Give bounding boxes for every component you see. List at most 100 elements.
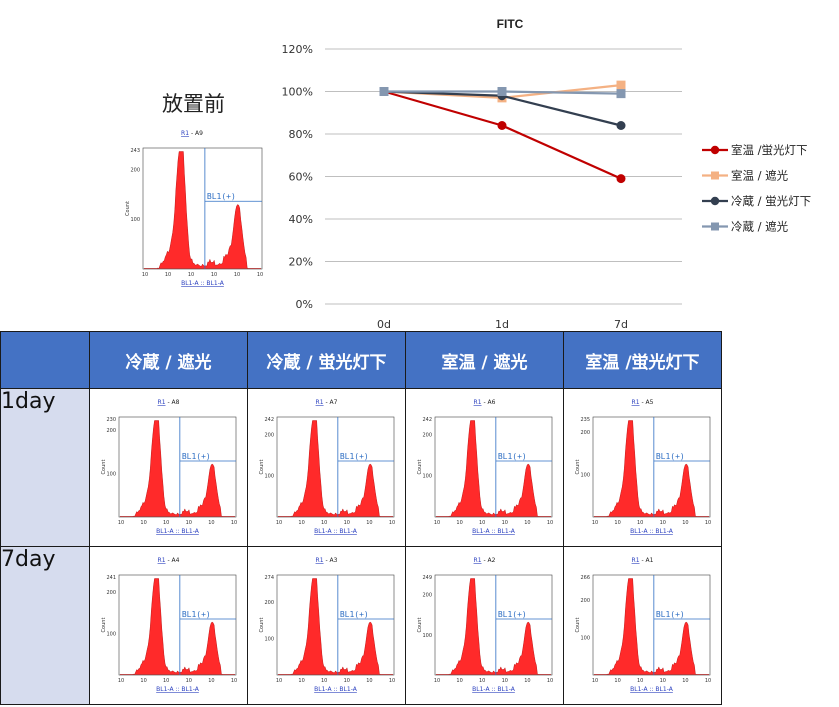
gate-reference: R1: [316, 557, 324, 564]
x-tick-label: 10: [165, 272, 171, 278]
plot-frame: [276, 574, 395, 676]
gate-reference: R1: [158, 557, 166, 564]
histogram-cell: R1 - A1 266 200 100 Count 10 10 10 10 10 10 BL1-A :…: [563, 546, 722, 705]
before-storage-title: 放置前: [162, 92, 225, 116]
gate-label: BL1(+): [182, 610, 211, 619]
histogram-background: [91, 391, 246, 543]
gate-label: BL1(+): [182, 452, 211, 461]
x-tick-label: 0d: [377, 318, 391, 331]
x-tick-label: 10: [276, 678, 282, 684]
histogram-cell: R1 - A8 230 200 100 Count 10 10 10 10 10 10 BL1-A :…: [89, 388, 248, 547]
x-tick-label: 10: [231, 520, 237, 526]
histogram-background: [249, 391, 404, 543]
x-tick-label: 10: [118, 678, 124, 684]
y-max-label: 243: [130, 148, 140, 154]
x-axis-label: BL1-A :: BL1-A: [156, 528, 200, 535]
gate-reference: R1: [181, 130, 189, 137]
histogram-background: [407, 549, 562, 701]
gate-label: BL1(+): [340, 452, 369, 461]
data-point: [379, 87, 389, 96]
results-table: 冷蔵 / 遮光 冷蔵 / 蛍光灯下 室温 / 遮光 室温 /蛍光灯下 1day …: [0, 331, 722, 705]
histogram-background: [249, 549, 404, 701]
gate-label: BL1(+): [498, 610, 527, 619]
y-tick-label: 0%: [296, 298, 313, 311]
y-tick-label: 100: [580, 472, 590, 478]
x-tick-label: 7d: [614, 318, 628, 331]
histogram-fill: [144, 151, 261, 269]
x-tick-label: 10: [208, 520, 214, 526]
x-tick-label: 10: [186, 678, 192, 684]
legend-entry: 室温 /蛍光灯下: [702, 143, 808, 157]
legend-marker: [710, 196, 720, 206]
histogram-title: R1 - A6: [474, 399, 496, 406]
x-tick-label: 10: [211, 272, 217, 278]
y-axis-label: Count: [259, 618, 265, 633]
y-tick-label: 100: [422, 474, 432, 480]
table-row: 1day R1 - A8 230 200 100 Count 10 10 10 10 10 10 BL…: [0, 388, 722, 547]
y-tick-label: 100: [264, 474, 274, 480]
x-tick-label: 10: [456, 520, 462, 526]
y-tick-label: 100: [130, 217, 140, 223]
row-header-1day: 1day: [0, 388, 90, 547]
plot-frame: [118, 416, 237, 518]
x-tick-label: 10: [276, 520, 282, 526]
plot-frame: [592, 574, 711, 676]
x-tick-label: 10: [660, 520, 666, 526]
histogram-cell: R1 - A3 274 200 100 Count 10 10 10 10 10 10 BL1-A :…: [247, 546, 406, 705]
header-row: 冷蔵 / 遮光 冷蔵 / 蛍光灯下 室温 / 遮光 室温 /蛍光灯下: [0, 331, 722, 389]
x-axis-label: BL1-A :: BL1-A: [472, 686, 516, 693]
histogram-background: [565, 549, 720, 701]
y-max-label: 230: [106, 417, 116, 423]
fitc-line-chart: FITC 0% 20% 40% 60% 80% 100% 120% 0d 1d 7d 室温 /蛍…: [282, 17, 812, 331]
y-max-label: 242: [422, 417, 432, 423]
y-axis-label: Count: [101, 460, 107, 475]
x-tick-label: 10: [142, 272, 148, 278]
legend-entry: 冷蔵 / 蛍光灯下: [702, 194, 811, 208]
x-tick-label: 10: [140, 520, 146, 526]
x-tick-label: 10: [682, 678, 688, 684]
histogram-title: R1 - A9: [181, 130, 203, 137]
x-tick-label: 10: [456, 678, 462, 684]
x-tick-label: 1d: [495, 318, 509, 331]
x-tick-label: 10: [321, 520, 327, 526]
data-point: [497, 121, 507, 130]
legend-entry: 室温 / 遮光: [702, 169, 789, 183]
x-tick-label: 10: [614, 520, 620, 526]
histogram-title: R1 - A8: [158, 399, 180, 406]
y-tick-label: 200: [264, 600, 274, 606]
y-max-label: 235: [580, 417, 590, 423]
sample-id: - A5: [640, 399, 654, 406]
x-tick-label: 10: [479, 678, 485, 684]
y-tick-label: 200: [580, 598, 590, 604]
histogram-cell: R1 - A5 235 200 100 Count 10 10 10 10 10 10 BL1-A :…: [563, 388, 722, 547]
x-tick-label: 10: [231, 678, 237, 684]
y-tick-label: 200: [422, 593, 432, 599]
gate-label: BL1(+): [340, 610, 369, 619]
legend-label: 室温 /蛍光灯下: [731, 143, 808, 157]
sample-id: - A3: [324, 557, 338, 564]
x-tick-label: 10: [257, 272, 263, 278]
histogram-background: [565, 391, 720, 543]
data-point: [497, 87, 507, 96]
y-axis-ticks: 0% 20% 40% 60% 80% 100% 120%: [282, 43, 313, 311]
histogram-title: R1 - A1: [632, 557, 654, 564]
x-tick-label: 10: [434, 520, 440, 526]
legend-label: 冷蔵 / 遮光: [731, 220, 789, 234]
x-axis-label: BL1-A :: BL1-A: [181, 280, 225, 287]
y-tick-label: 100: [580, 635, 590, 641]
x-tick-label: 10: [186, 520, 192, 526]
x-tick-label: 10: [321, 678, 327, 684]
column-header: 冷蔵 / 蛍光灯下: [247, 331, 406, 389]
y-tick-label: 200: [580, 430, 590, 436]
gate-label: BL1(+): [656, 452, 685, 461]
x-axis-label: BL1-A :: BL1-A: [630, 686, 674, 693]
legend-label: 冷蔵 / 蛍光灯下: [731, 194, 811, 208]
series-group: [379, 87, 626, 99]
